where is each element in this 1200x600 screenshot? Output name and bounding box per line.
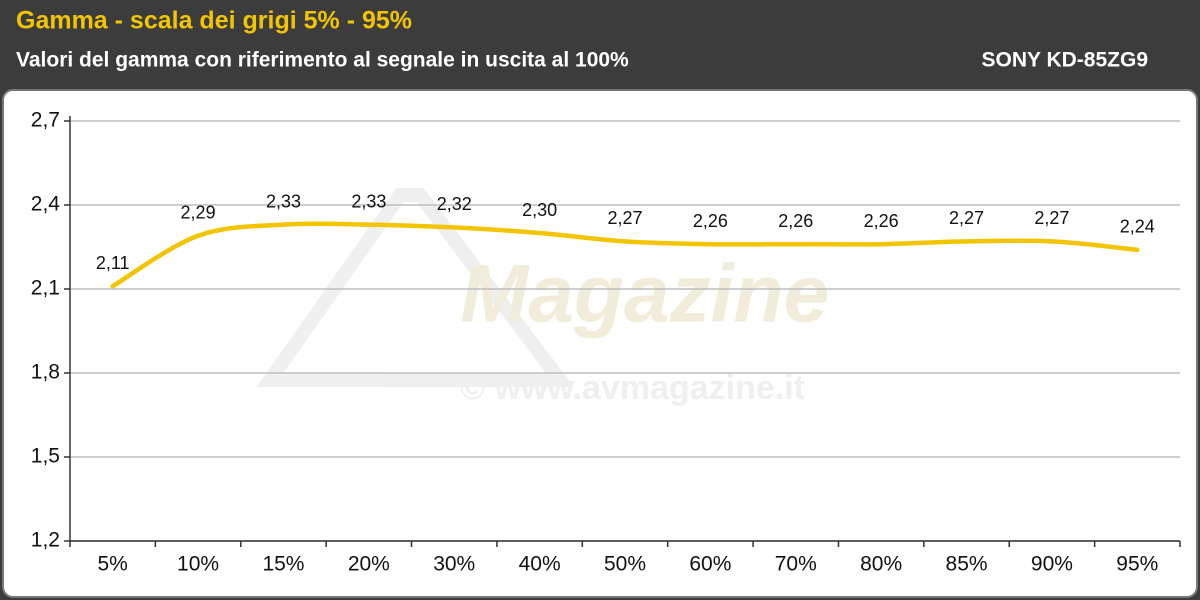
x-tick-label: 50% xyxy=(604,553,646,576)
plot-panel xyxy=(2,89,1198,598)
data-label: 2,26 xyxy=(693,211,728,231)
data-label: 2,27 xyxy=(1034,208,1069,228)
chart-title: Gamma - scala dei grigi 5% - 95% xyxy=(16,7,412,35)
x-tick-label: 30% xyxy=(433,553,475,576)
x-tick-label: 90% xyxy=(1031,553,1073,576)
data-label: 2,26 xyxy=(778,211,813,231)
watermark-url: © www.avmagazine.it xyxy=(460,369,805,407)
data-line xyxy=(110,221,1140,289)
watermark-brand: Magazine xyxy=(460,249,829,340)
y-tick-label: 2,4 xyxy=(31,193,61,216)
y-tick-label: 2,1 xyxy=(31,277,60,300)
x-tick-label: 40% xyxy=(519,553,561,576)
x-tick-label: 85% xyxy=(946,553,988,576)
data-label: 2,30 xyxy=(522,200,557,220)
x-tick-label: 15% xyxy=(262,553,304,576)
watermark-logo xyxy=(256,188,575,387)
x-tick-label: 10% xyxy=(177,553,219,576)
x-tick-label: 60% xyxy=(689,553,731,576)
y-tick-label: 1,5 xyxy=(31,445,60,468)
x-tick-label: 20% xyxy=(348,553,390,576)
data-label: 2,27 xyxy=(607,208,642,228)
chart-subtitle: Valori del gamma con riferimento al segn… xyxy=(16,49,629,72)
data-label: 2,32 xyxy=(437,194,472,214)
data-label: 2,29 xyxy=(181,203,216,223)
watermark: Magazine © www.avmagazine.it xyxy=(256,188,829,407)
data-label: 2,26 xyxy=(864,211,899,231)
data-label: 2,27 xyxy=(949,208,984,228)
data-label: 2,33 xyxy=(351,191,386,211)
data-label: 2,11 xyxy=(96,253,130,273)
x-tick-label: 80% xyxy=(860,553,902,576)
data-label: 2,24 xyxy=(1120,217,1155,237)
data-label: 2,33 xyxy=(266,191,301,211)
x-tick-label: 95% xyxy=(1116,553,1158,576)
model-name: SONY KD-85ZG9 xyxy=(982,49,1149,72)
y-tick-label: 2,7 xyxy=(31,109,60,132)
x-tick-label: 70% xyxy=(775,553,817,576)
y-tick-label: 1,8 xyxy=(31,361,60,384)
y-tick-label: 1,2 xyxy=(31,529,60,552)
x-tick-label: 5% xyxy=(98,553,128,576)
